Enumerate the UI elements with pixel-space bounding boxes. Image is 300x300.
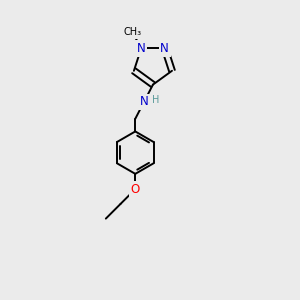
Text: O: O (131, 183, 140, 196)
Text: CH₃: CH₃ (124, 27, 142, 37)
Text: N: N (137, 42, 146, 55)
Text: H: H (152, 95, 159, 105)
Text: N: N (160, 42, 169, 55)
Text: N: N (140, 95, 148, 108)
